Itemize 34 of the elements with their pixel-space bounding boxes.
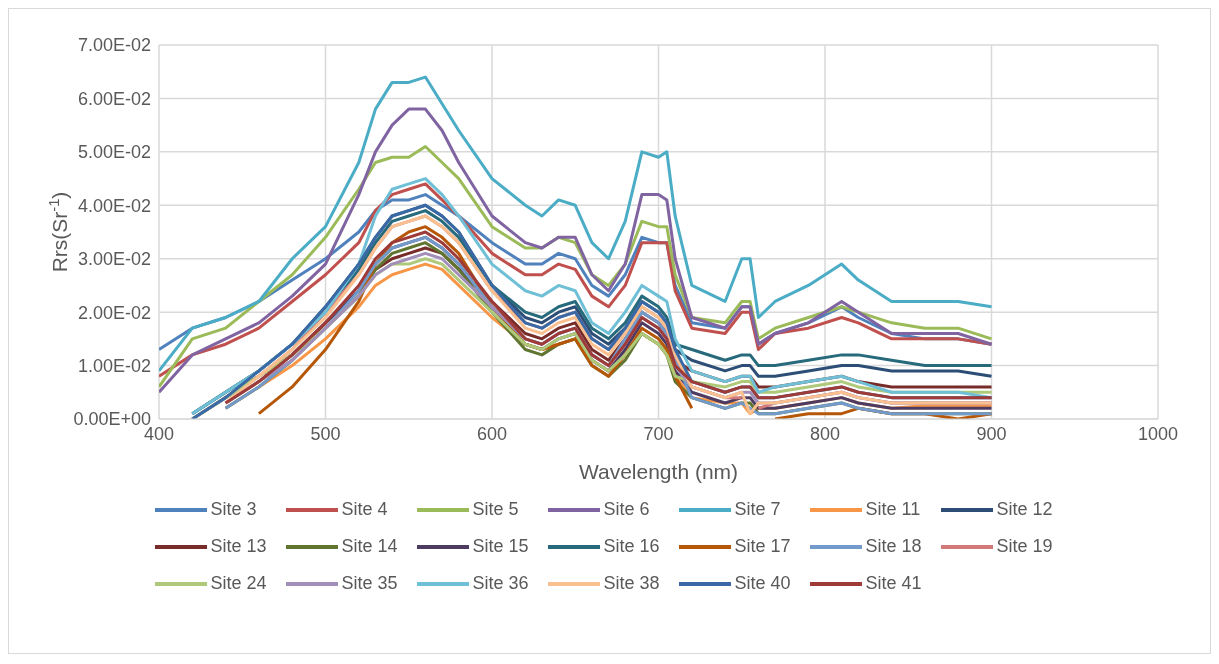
x-tick-label: 1000 bbox=[1137, 423, 1179, 444]
legend-label: Site 41 bbox=[865, 573, 922, 594]
y-tick-label: 6.00E-02 bbox=[77, 88, 151, 109]
legend-label: Site 5 bbox=[472, 499, 519, 520]
y-tick-label: 5.00E-02 bbox=[77, 142, 151, 163]
x-axis-title: Wavelength (nm) bbox=[578, 460, 739, 483]
x-tick-label: 900 bbox=[976, 423, 1007, 444]
x-tick-label: 500 bbox=[310, 423, 341, 444]
legend-label: Site 17 bbox=[734, 536, 791, 557]
y-tick-label: 4.00E-02 bbox=[77, 195, 151, 216]
legend-label: Site 15 bbox=[472, 536, 529, 557]
legend-label: Site 14 bbox=[341, 536, 398, 557]
y-tick-label: 1.00E-02 bbox=[77, 355, 151, 376]
legend-label: Site 3 bbox=[210, 499, 257, 520]
legend-label: Site 11 bbox=[865, 499, 921, 520]
legend-label: Site 13 bbox=[210, 536, 267, 557]
legend-label: Site 40 bbox=[734, 573, 791, 594]
legend-label: Site 19 bbox=[996, 536, 1053, 557]
legend-label: Site 6 bbox=[603, 499, 650, 520]
y-tick-label: 3.00E-02 bbox=[77, 249, 151, 270]
y-tick-label: 2.00E-02 bbox=[77, 302, 151, 323]
x-tick-label: 800 bbox=[809, 423, 841, 444]
legend-label: Site 12 bbox=[996, 499, 1053, 520]
x-tick-label: 700 bbox=[643, 423, 674, 444]
legend-label: Site 16 bbox=[603, 536, 660, 557]
legend-label: Site 7 bbox=[734, 499, 781, 520]
legend-label: Site 24 bbox=[210, 573, 267, 594]
legend-label: Site 4 bbox=[341, 499, 388, 520]
y-tick-label: 7.00E-02 bbox=[77, 35, 151, 56]
legend-label: Site 38 bbox=[603, 573, 660, 594]
legend-label: Site 36 bbox=[472, 573, 529, 594]
x-tick-label: 600 bbox=[476, 423, 508, 444]
legend-label: Site 18 bbox=[865, 536, 922, 557]
legend-label: Site 35 bbox=[341, 573, 398, 594]
